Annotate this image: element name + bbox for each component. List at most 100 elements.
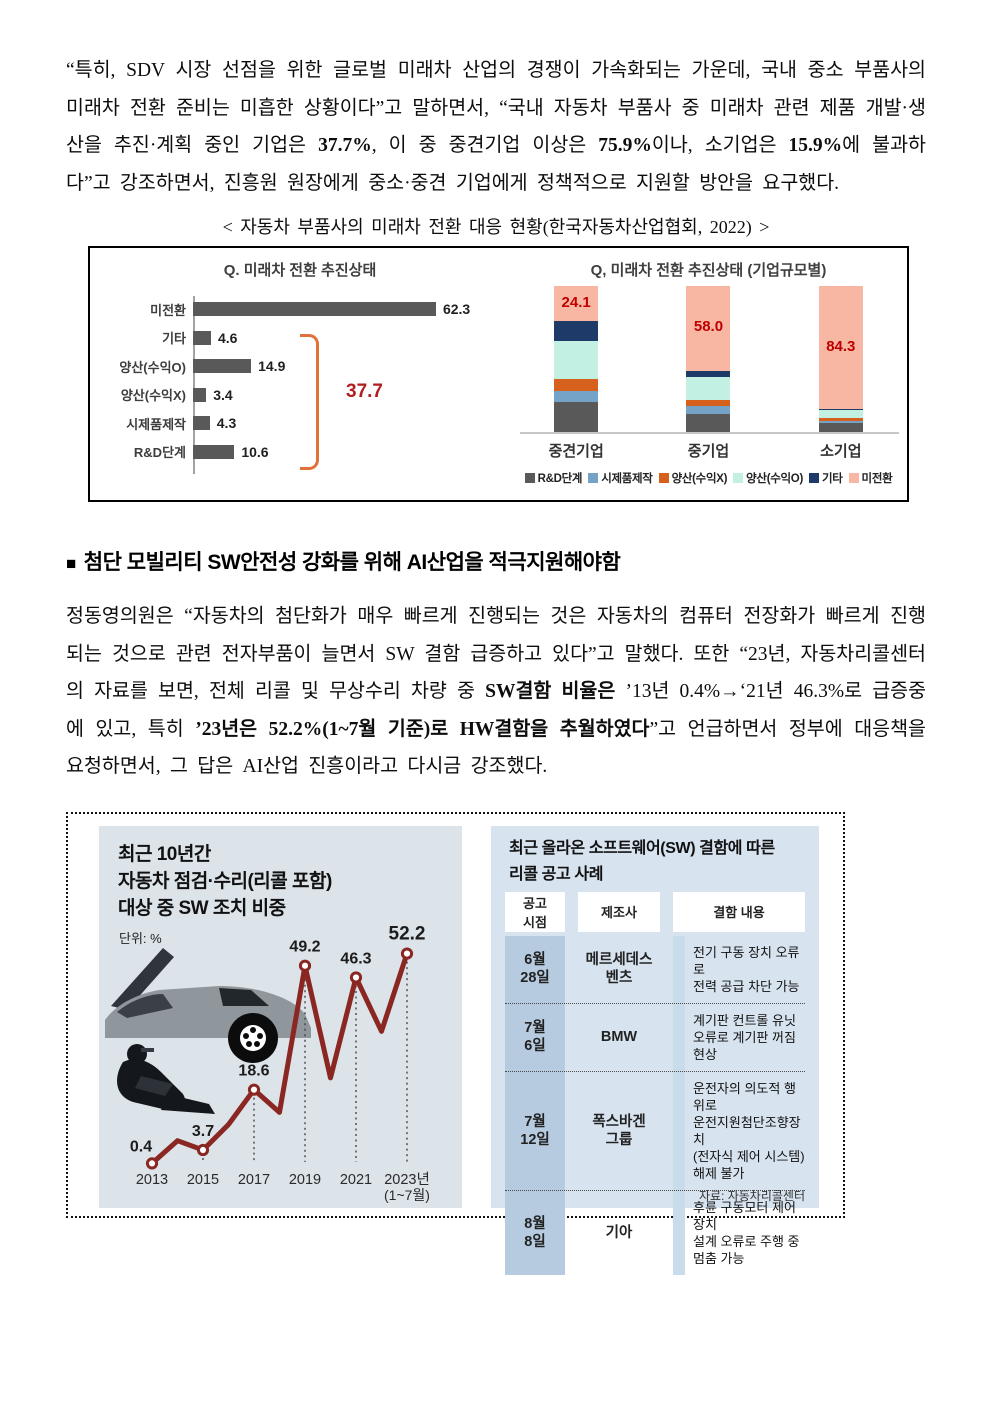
defect-detail-cell: 운전자의 의도적 행위로 운전지원첨단조향장치 (전자식 제어 시스템) 해제 … (693, 1080, 805, 1181)
stacked-bar: 84.3 (818, 286, 863, 432)
legend-swatch (658, 473, 669, 483)
point-value-label: 18.6 (238, 1062, 269, 1079)
chart-legend: R&D단계 시제품제작 양산(수익X) 양산(수익O) 기타 미전환 (510, 470, 907, 486)
legend-label: R&D단계 (537, 473, 583, 485)
bold-text-run: SW결함 비율은 (485, 681, 616, 702)
group-bracket (300, 334, 319, 470)
x-axis-line (520, 432, 899, 434)
category-label: 중견기업 (548, 443, 604, 460)
transition-charts-figure: Q. 미래차 전환 추진상태 미전환 62.3 기타 4.6 양산(수익O) 14.9 양산… (88, 246, 909, 502)
legend-item: R&D단계 (524, 470, 583, 486)
data-point (145, 1156, 159, 1169)
recall-table-panel: 최근 올라온 소프트웨어(SW) 결함에 따른 리콜 공고 사례 공고 시점 제조… (491, 825, 819, 1275)
stacked-bar: 24.1 (554, 286, 599, 432)
x-tick-label: 2015 (187, 1172, 219, 1188)
sw-ratio-chart-panel: 최근 10년간 자동차 점검·수리(리콜 포함) 대상 중 SW 조치 비중 단… (99, 825, 462, 1208)
bar-row: 미전환 62.3 (90, 300, 510, 318)
text-run: ”고 언급하면서 정부에 대응책을 요청하면서, 그 답은 AI산업 진흥이라고… (66, 718, 926, 778)
point-value-label: 46.3 (340, 950, 371, 967)
paragraph-sdv-transition: “특히, SDV 시장 선점을 위한 글로벌 미래차 산업의 경쟁이 가속화되는… (66, 52, 926, 202)
bold-text-run: 75.9% (598, 135, 652, 156)
stacked-bar-value-label: 84.3 (826, 337, 856, 355)
bar-value-label: 10.6 (241, 443, 269, 460)
line-chart-unit: 단위: % (119, 930, 162, 946)
point-value-label: 52.2 (389, 923, 426, 944)
transition-by-size-chart: Q, 미래차 전환 추진상태 (기업규모별) 24.1 58.0 84.3 중견기업… (510, 248, 907, 500)
stacked-bar: 58.0 (686, 286, 731, 432)
x-tick-label: 2023년 (384, 1171, 430, 1188)
segment-시제품제작 (818, 420, 863, 424)
table-row: 7월 6일 BMW 계기판 컨트롤 유닛 오류로 계기판 꺼짐 현상 (505, 1004, 805, 1072)
date-column-band (505, 935, 565, 1275)
section-heading: ■ 첨단 모빌리티 SW안전성 강화를 위해 AI산업을 적극지원해야함 (66, 546, 926, 576)
stacked-bar-slot: 24.1 (510, 286, 642, 432)
bar (193, 359, 252, 373)
legend-label: 기타 (821, 473, 843, 485)
legend-label: 미전환 (861, 473, 893, 485)
line-chart-title: 최근 10년간 자동차 점검·수리(리콜 포함) 대상 중 SW 조치 비중 (118, 843, 332, 919)
bar-row: 시제품제작 4.3 (90, 414, 510, 432)
point-value-label: 0.4 (130, 1138, 152, 1155)
bold-text-run: 15.9% (788, 135, 843, 156)
bar-row: R&D단계 10.6 (90, 443, 510, 461)
legend-item: 시제품제작 (588, 470, 653, 486)
bar-row: 양산(수익O) 14.9 (90, 357, 510, 375)
bar-category-label: 기타 (162, 331, 186, 346)
defect-detail-cell: 계기판 컨트롤 유닛 오류로 계기판 꺼짐 현상 (693, 1012, 796, 1062)
bar-row: 기타 4.6 (90, 329, 510, 347)
segment-시제품제작 (686, 405, 731, 414)
legend-swatch (524, 473, 535, 483)
segment-양산수익O (818, 409, 863, 419)
announce-date-cell: 8월 8일 (524, 1215, 546, 1250)
bar-category-label: R&D단계 (133, 445, 186, 460)
segment-기타 (818, 409, 863, 410)
data-point (196, 1143, 210, 1156)
recall-table: 공고 시점 제조사 결함 내용 6월 28일 메르세데스 벤츠 전기 구동 장치 오류로 … (505, 891, 805, 1275)
legend-item: 양산(수익X) (658, 470, 728, 486)
legend-label: 시제품제작 (601, 473, 653, 485)
stacked-bars: 24.1 58.0 84.3 (510, 286, 907, 432)
bar-row: 양산(수익X) 3.4 (90, 386, 510, 404)
legend-swatch (848, 473, 859, 483)
category-label: 소기업 (820, 443, 862, 460)
segment-시제품제작 (554, 390, 599, 402)
bar-category-label: 시제품제작 (126, 416, 186, 432)
text-run: “특히, SDV 시장 선점을 위한 글로벌 미래차 산업의 경쟁이 가속화되는… (66, 60, 926, 156)
y-axis-line (193, 296, 195, 474)
column-header: 공고 시점 (505, 891, 565, 932)
segment-양산수익O (686, 377, 731, 401)
square-bullet-icon: ■ (66, 554, 76, 573)
bar-value-label: 14.9 (258, 358, 286, 374)
segment-양산수익X (686, 400, 731, 406)
person-silhouette (117, 1043, 215, 1114)
bar (193, 330, 211, 345)
stacked-bar-slot: 58.0 (642, 286, 774, 432)
bar-value-label: 4.6 (217, 329, 238, 346)
x-tick-label: 2013 (136, 1172, 168, 1188)
paragraph-sw-defect: 정동영의원은 “자동차의 첨단화가 매우 빠르게 진행되는 것은 자동차의 컴퓨… (66, 598, 926, 786)
segment-양산수익O (554, 341, 599, 380)
text-run: ’13년 0.4%→‘21년 46.3%로 급증중에 있고, 특히 (66, 681, 927, 740)
bar-category-label: 양산(수익O) (119, 359, 186, 375)
segment-미전환 (818, 286, 863, 410)
data-point (400, 946, 414, 960)
text-run: 에 불과하다”고 강조하면서, 진흥원 원장에게 중소·중견 기업에게 정책적으… (66, 135, 926, 194)
legend-label: 양산(수익X) (671, 473, 728, 485)
car-repair-illustration (105, 947, 311, 1114)
text-run: , 이 중 중견기업 이상은 (371, 135, 599, 156)
legend-swatch (588, 473, 599, 483)
legend-item: 기타 (808, 470, 843, 486)
segment-양산수익X (818, 418, 863, 421)
source-note: 자료: 자동차리콜센터 (698, 1188, 805, 1203)
sw-ratio-line-chart: 0.4 3.7 18.6 49.2 46.3 52.2 2013 2015 2017 2019 20… (130, 923, 430, 1202)
chart-title: Q, 미래차 전환 추진상태 (기업규모별) (590, 262, 827, 279)
bar (193, 387, 207, 402)
group-bracket-value: 37.7 (346, 381, 383, 402)
table-row: 8월 8일 기아 후륜 구동모터 제어장치 설계 오류로 주행 중 멈춤 가능 (505, 1191, 805, 1275)
table-row: 6월 28일 메르세데스 벤츠 전기 구동 장치 오류로 전력 공급 차단 가능 (505, 936, 805, 1004)
segment-기타 (554, 321, 599, 342)
legend-item: 양산(수익O) (733, 470, 803, 486)
text-run: 이나, 소기업은 (651, 135, 789, 156)
recall-table-title: 최근 올라온 소프트웨어(SW) 결함에 따른 리콜 공고 사례 (509, 839, 775, 883)
